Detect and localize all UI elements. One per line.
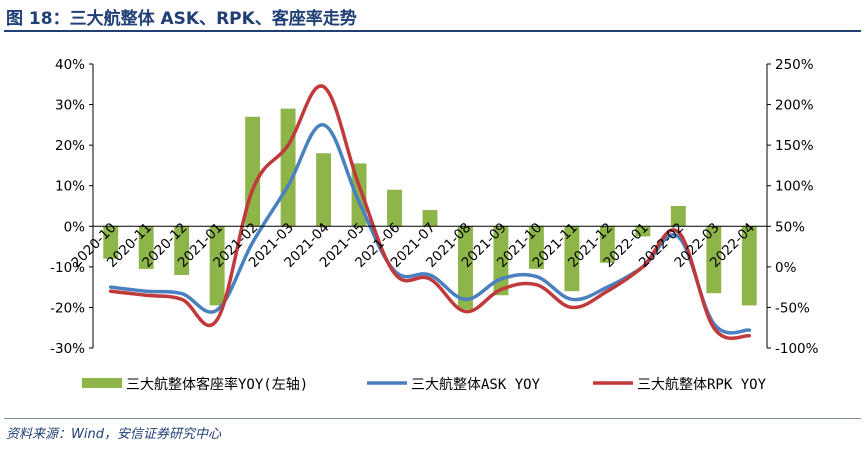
left-tick-label: 30% [55, 98, 85, 114]
bar [280, 108, 296, 227]
right-tick-label: 250% [775, 57, 814, 73]
title-divider [4, 30, 861, 32]
left-tick-label: 10% [55, 179, 85, 195]
bar [387, 189, 402, 227]
right-tick-label: 0% [775, 260, 797, 276]
right-tick-label: -50% [775, 300, 810, 316]
bar [670, 206, 686, 227]
axes: 40% 30% 20% 10% 0% -10% -20% -30% 250% 200% 150% 10… [50, 57, 819, 357]
legend-label: 三大航整体ASK YOY [411, 377, 541, 393]
left-tick-label: -10% [50, 260, 85, 276]
right-tick-label: 150% [775, 138, 814, 154]
legend-swatch-load-factor [82, 378, 122, 388]
bar [458, 226, 473, 310]
bar [599, 226, 615, 263]
source-note: 资料来源：Wind，安信证券研究中心 [6, 427, 221, 442]
source-divider [4, 418, 861, 419]
line-series [108, 84, 752, 340]
bar [564, 226, 580, 292]
left-tick-label: 20% [55, 138, 85, 154]
bar [422, 210, 438, 227]
right-tick-label: -100% [775, 341, 819, 357]
left-tick-label: -30% [50, 341, 85, 357]
bar [706, 226, 722, 294]
left-tick-label: 40% [55, 57, 85, 73]
right-tick-label: 200% [775, 98, 814, 114]
bar [209, 226, 225, 306]
right-tick-label: 100% [775, 179, 814, 195]
bar [528, 226, 544, 269]
left-tick-label: 0% [64, 219, 86, 235]
bar [316, 153, 332, 227]
rpk-yoy-line [108, 84, 752, 340]
bar [174, 226, 190, 275]
left-tick-label: -20% [50, 300, 85, 316]
x-tick-labels: 2020-102020-112020-122021-012021-022021-… [68, 220, 758, 271]
legend-label: 三大航整体RPK YOY [637, 377, 767, 393]
bar [741, 226, 757, 306]
figure-title: 图 18：三大航整体 ASK、RPK、客座率走势 [6, 9, 357, 29]
legend: 三大航整体客座率YOY(左轴) 三大航整体ASK YOY 三大航整体RPK YOY [82, 376, 767, 393]
bar [103, 226, 119, 259]
bar [635, 226, 651, 237]
right-tick-label: 50% [775, 219, 805, 235]
legend-label: 三大航整体客座率YOY(左轴) [126, 376, 308, 393]
bar [138, 226, 154, 269]
